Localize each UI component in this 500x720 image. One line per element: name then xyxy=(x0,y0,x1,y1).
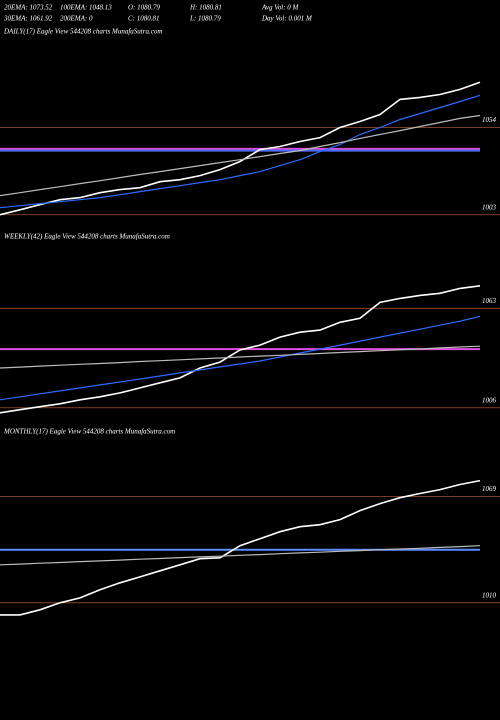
series-line xyxy=(0,479,481,616)
series-line xyxy=(0,545,481,566)
panel-title: MONTHLY(17) Eagle View 544208 charts Mun… xyxy=(3,428,175,436)
series-line xyxy=(0,81,481,216)
y-tick-label: 1069 xyxy=(482,485,497,493)
header-stat: L: 1080.79 xyxy=(189,15,221,23)
header-stat: H: 1080.81 xyxy=(189,4,222,12)
header-stat: Day Vol: 0.001 M xyxy=(261,15,313,23)
y-tick-label: 1063 xyxy=(482,297,497,305)
y-tick-label: 1054 xyxy=(482,116,497,124)
y-tick-label: 1010 xyxy=(482,591,497,599)
header-stat: 30EMA: 1061.92 xyxy=(3,15,53,23)
y-tick-label: 1003 xyxy=(482,203,497,211)
series-line xyxy=(0,285,481,414)
y-tick-label: 1006 xyxy=(482,396,497,404)
header-stat: 20EMA: 1073.52 xyxy=(4,4,53,12)
header-stat: 200EMA: 0 xyxy=(60,15,93,23)
panel-title: DAILY(17) Eagle View 544208 charts Munaf… xyxy=(3,28,162,36)
header-stat: 100EMA: 1048.13 xyxy=(60,4,112,12)
series-line xyxy=(0,94,481,209)
header-stat: C: 1080.81 xyxy=(128,15,160,23)
panel-title: WEEKLY(42) Eagle View 544208 charts Muna… xyxy=(4,233,170,241)
header-stat: Avg Vol: 0 M xyxy=(261,4,300,12)
series-line xyxy=(0,345,481,369)
header-stat: O: 1080.79 xyxy=(128,4,160,12)
series-line xyxy=(0,315,481,401)
series-line xyxy=(0,114,481,197)
